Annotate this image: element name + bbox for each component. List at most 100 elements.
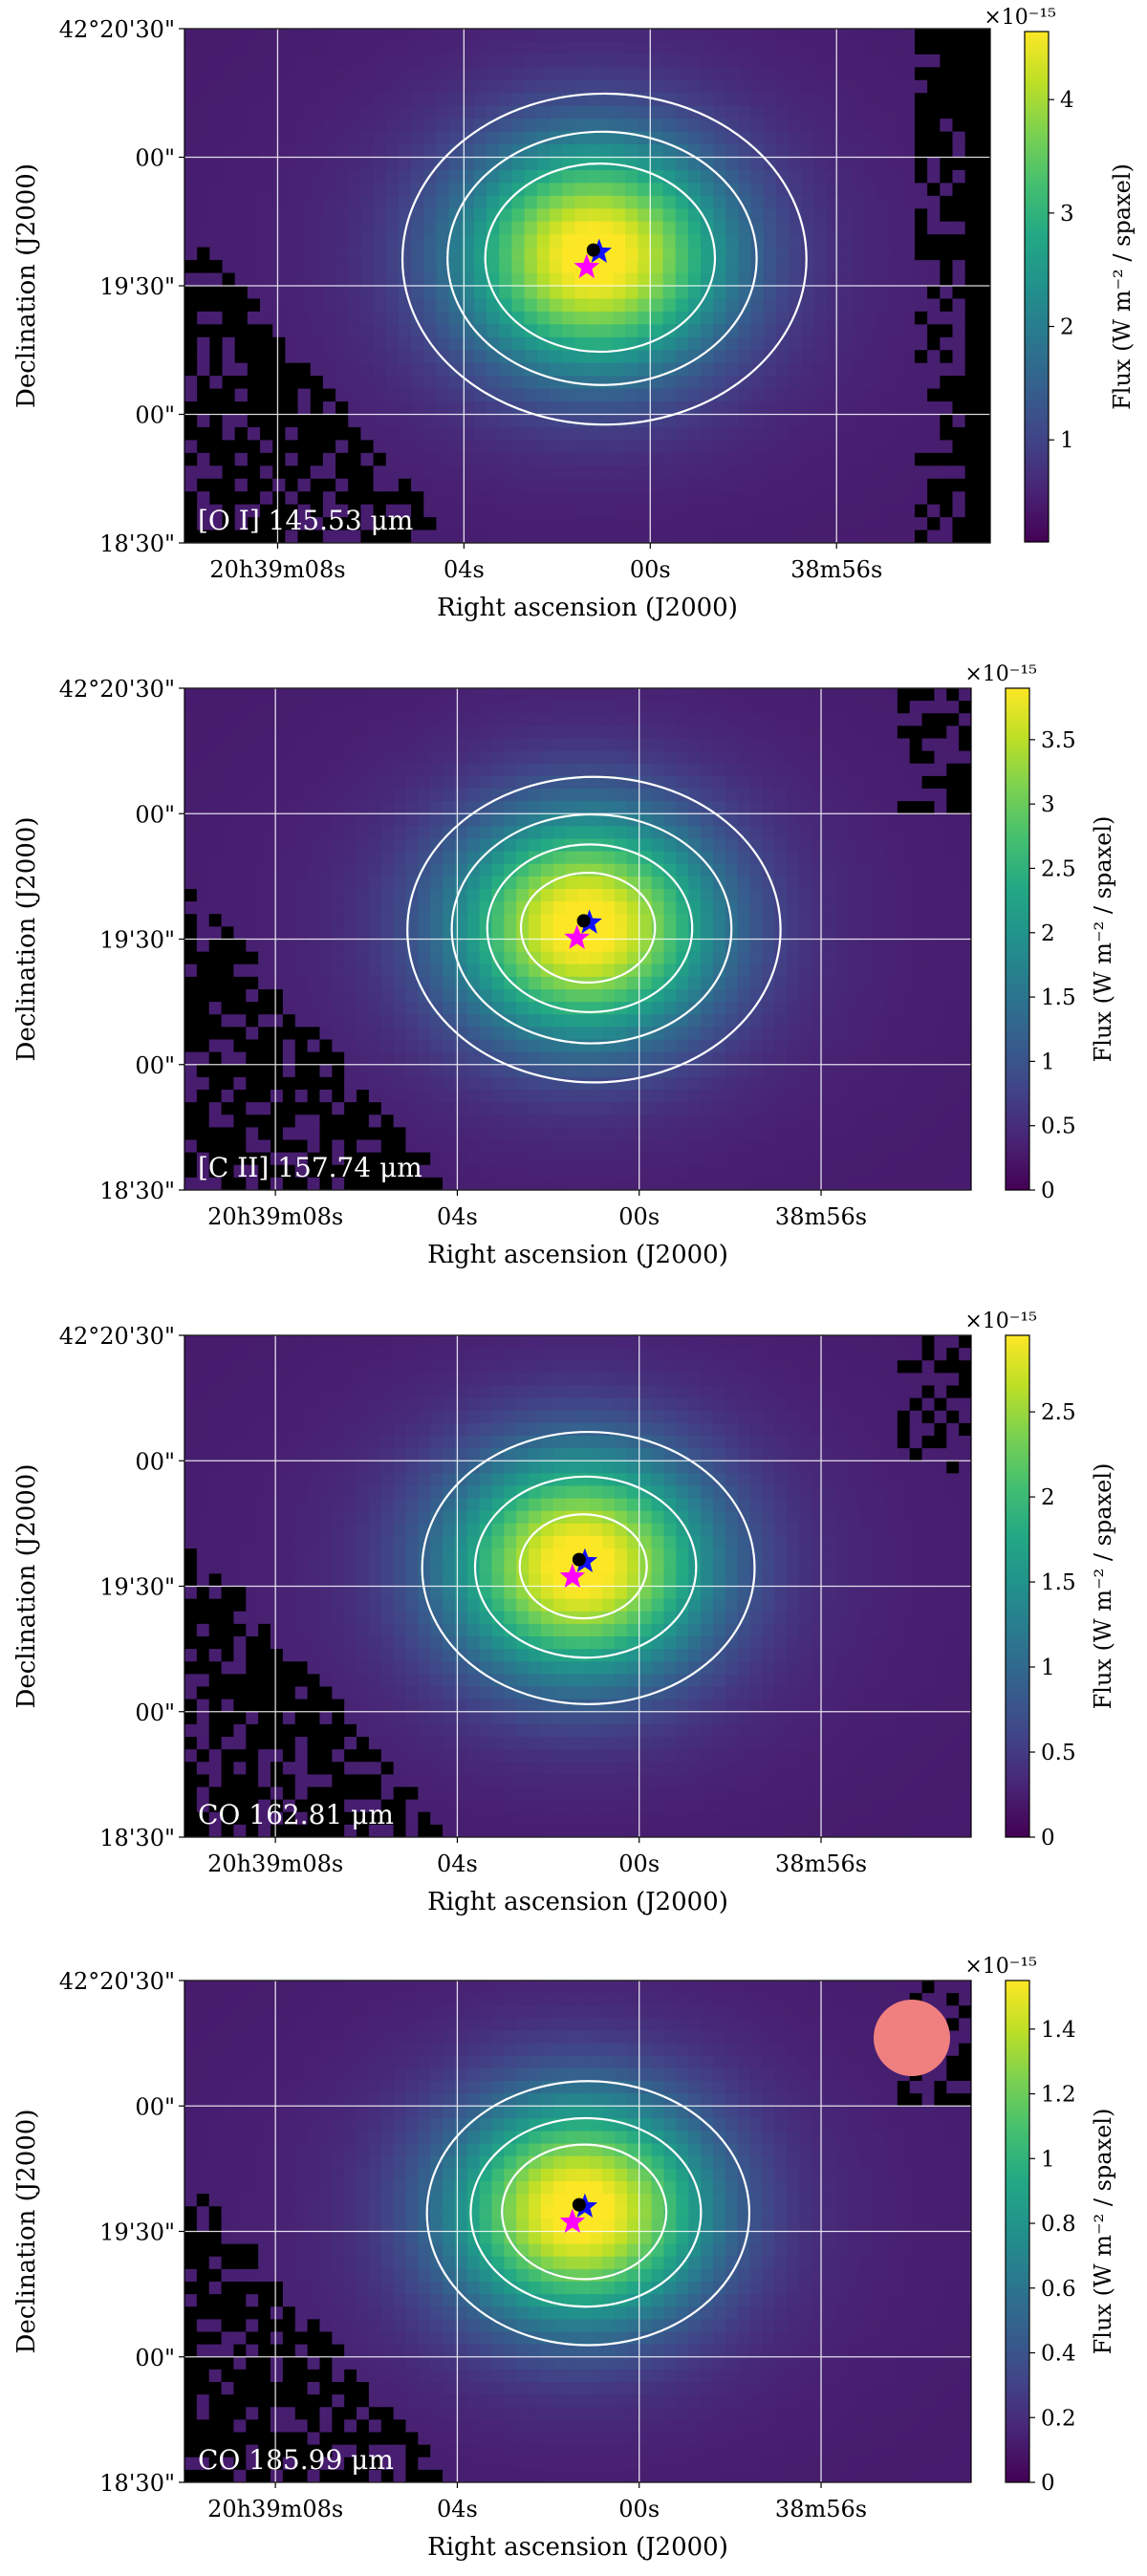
colorbar-tick-label: 1.4 (1041, 2018, 1076, 2043)
colorbar-exponent: ×10⁻¹⁵ (964, 662, 1037, 686)
contours (406, 775, 782, 1084)
colorbar-tick-label: 1.2 (1041, 2083, 1076, 2108)
y-tick-label: 00" (135, 1448, 175, 1475)
contour-level (473, 1475, 698, 1659)
colorbar-tick-label: 0 (1041, 1179, 1055, 1203)
x-tick-label: 20h39m08s (209, 556, 345, 583)
x-tick-label: 04s (437, 2496, 478, 2522)
black-circle-marker (572, 1552, 586, 1567)
magenta-star-marker (574, 253, 600, 278)
x-tick-label: 38m56s (790, 556, 882, 583)
y-tick-label: 19'30" (99, 273, 175, 300)
colorbar-tick-label: 2 (1060, 315, 1074, 340)
contour-level (450, 812, 733, 1045)
x-tick-label: 38m56s (775, 1203, 867, 1230)
colorbar-tick-label: 0.5 (1041, 1741, 1076, 1765)
y-tick-labels: 42°20'30" 00" 19'30" 00" 18'30" (59, 1323, 184, 1851)
colorbar-tick-label: 0.4 (1041, 2342, 1076, 2367)
y-tick-labels: 42°20'30" 00" 19'30" 00" 18'30" (59, 676, 184, 1204)
colorbar-tick-label: 0 (1041, 1826, 1055, 1851)
y-tick-labels: 42°20'30" 00" 19'30" 00" 18'30" (59, 1968, 184, 2497)
line-label: CO 162.81 μm (198, 1799, 394, 1830)
colorbar-tick-label: 0.6 (1041, 2277, 1076, 2302)
y-tick-label: 19'30" (99, 927, 175, 954)
colorbar: 0 0.5 1 1.5 2 2.5 ×10⁻¹⁵ Flux (W m⁻² / spaxel) (964, 1310, 1116, 1851)
black-circle-marker (586, 243, 600, 257)
y-tick-label: 00" (135, 145, 175, 172)
colorbar-gradient (1005, 1334, 1030, 1838)
y-tick-labels: 42°20'30" 00" 19'30" 00" 18'30" (59, 16, 184, 557)
x-tick-label: 00s (630, 556, 671, 583)
y-tick-label: 19'30" (99, 2219, 175, 2246)
contour-level (421, 1430, 756, 1705)
x-tick-label: 00s (618, 1203, 660, 1230)
source-markers (574, 238, 613, 278)
colorbar-exponent: ×10⁻¹⁵ (964, 1310, 1037, 1333)
y-tick-label: 18'30" (99, 2470, 175, 2497)
colorbar-gradient (1005, 1980, 1030, 2483)
contour-level (519, 871, 657, 985)
colorbar-tick-label: 1.5 (1041, 985, 1076, 1010)
x-tick-label: 38m56s (775, 2496, 867, 2522)
x-axis-label: Right ascension (J2000) (437, 594, 738, 622)
contour-level (406, 775, 782, 1084)
colorbar-tick-label: 1 (1041, 1656, 1055, 1680)
y-tick-label: 18'30" (99, 530, 175, 557)
colorbar-exponent: ×10⁻¹⁵ (964, 1955, 1037, 1979)
colorbar-tick-label: 1 (1041, 2147, 1055, 2172)
contour-level (484, 162, 717, 354)
contour-level (501, 2143, 668, 2281)
x-tick-label: 20h39m08s (207, 1851, 343, 1877)
magenta-star-marker (564, 924, 590, 949)
x-tick-label: 00s (618, 1851, 660, 1877)
colorbar-tick-label: 0.2 (1041, 2406, 1076, 2431)
y-tick-label: 42°20'30" (59, 1968, 175, 1995)
colorbar-tick-label: 2 (1041, 1485, 1055, 1510)
panel-1: [O I] 145.53 μm 20h39m08s 04s 00s 38m56s 42°2… (12, 6, 1136, 622)
source-markers (564, 909, 602, 949)
x-tick-label: 20h39m08s (207, 2496, 343, 2522)
y-tick-label: 00" (135, 402, 175, 429)
colorbar-exponent: ×10⁻¹⁵ (984, 6, 1056, 30)
colorbar-gradient (1024, 31, 1050, 543)
source-markers (559, 2193, 598, 2233)
magenta-star-marker (559, 1563, 586, 1588)
contour-level (518, 1513, 648, 1620)
line-label: CO 185.99 μm (198, 2444, 394, 2476)
panel-2: [C II] 157.74 μm 20h39m08s 04s 00s 38m56s 42°… (12, 662, 1116, 1269)
contour-level (425, 2080, 751, 2347)
x-axis-label: Right ascension (J2000) (427, 2533, 728, 2562)
panel-4: CO 185.99 μm 20h39m08s 04s 00s 38m56s 42°20'3… (12, 1955, 1116, 2562)
y-tick-label: 18'30" (99, 1825, 175, 1851)
contours (400, 92, 808, 426)
flux-map (184, 688, 971, 1190)
colorbar-tick-label: 3 (1041, 792, 1055, 817)
y-tick-label: 42°20'30" (59, 676, 175, 703)
x-tick-label: 20h39m08s (207, 1203, 343, 1230)
colorbar-label: Flux (W m⁻² / spaxel) (1109, 163, 1136, 410)
y-tick-label: 00" (135, 2345, 175, 2371)
x-tick-label: 04s (444, 556, 485, 583)
y-tick-label: 00" (135, 801, 175, 828)
flux-map (184, 1335, 971, 1837)
y-tick-label: 00" (135, 1052, 175, 1079)
colorbar-gradient (1005, 687, 1030, 1191)
black-circle-marker (576, 914, 591, 928)
contour-level (469, 2116, 703, 2308)
colorbar-tick-label: 0.8 (1041, 2212, 1076, 2237)
x-tick-labels: 20h39m08s 04s 00s 38m56s (207, 2482, 867, 2522)
colorbar-tick-label: 1.5 (1041, 1570, 1076, 1595)
y-tick-label: 19'30" (99, 1574, 175, 1601)
y-axis-label: Declination (J2000) (12, 1464, 41, 1709)
contour-level (486, 843, 694, 1014)
colorbar-tick-label: 3 (1060, 202, 1074, 227)
contours (425, 2080, 751, 2347)
black-circle-marker (572, 2197, 586, 2212)
x-tick-labels: 20h39m08s 04s 00s 38m56s (207, 1190, 867, 1230)
colorbar: 0 0.5 1 1.5 2 2.5 3 3.5 ×10⁻¹⁵ Flux (W m⁻² / spax… (964, 662, 1116, 1203)
line-label: [C II] 157.74 μm (198, 1152, 422, 1183)
colorbar-tick-label: 2 (1041, 921, 1055, 946)
y-axis-label: Declination (J2000) (12, 163, 41, 408)
colorbar-tick-label: 2.5 (1041, 1400, 1076, 1425)
